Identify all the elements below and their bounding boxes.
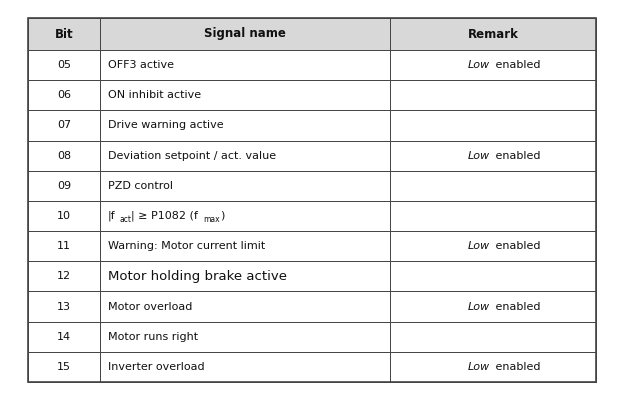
Text: enabled: enabled [492,151,540,161]
Text: Deviation setpoint / act. value: Deviation setpoint / act. value [108,151,276,161]
Bar [100,292,390,322]
Text: PZD control: PZD control [108,181,173,191]
Bar [28,80,100,110]
Bar [28,201,100,231]
Bar [28,231,100,261]
Text: Drive warning active: Drive warning active [108,120,223,130]
Text: 14: 14 [57,332,71,342]
Text: Low: Low [468,302,490,312]
Text: 12: 12 [57,271,71,281]
Bar [28,140,100,171]
Text: 09: 09 [57,181,71,191]
Bar [28,171,100,201]
Text: Remark: Remark [467,28,519,40]
Bar [100,201,390,231]
Text: Motor runs right: Motor runs right [108,332,198,342]
Bar [390,171,596,201]
Bar [390,18,596,50]
Text: 10: 10 [57,211,71,221]
Text: enabled: enabled [492,60,540,70]
Bar [28,352,100,382]
Text: 08: 08 [57,151,71,161]
Bar [28,261,100,292]
Bar [390,231,596,261]
Bar [390,110,596,140]
Text: 06: 06 [57,90,71,100]
Text: Motor overload: Motor overload [108,302,192,312]
Text: Low: Low [468,60,490,70]
Bar [390,292,596,322]
Text: enabled: enabled [492,241,540,251]
Bar [390,201,596,231]
Bar [100,80,390,110]
Bar [100,171,390,201]
Text: 07: 07 [57,120,71,130]
Text: Low: Low [468,362,490,372]
Bar [28,50,100,80]
Bar [100,140,390,171]
Text: |f: |f [108,211,115,221]
Text: 15: 15 [57,362,71,372]
Bar [28,18,100,50]
Text: Inverter overload: Inverter overload [108,362,205,372]
Text: | ≥ P1082 (f: | ≥ P1082 (f [131,211,198,221]
Text: act: act [119,215,131,224]
Text: Bit: Bit [55,28,73,40]
Bar [390,80,596,110]
Text: Low: Low [468,241,490,251]
Bar [390,140,596,171]
Text: max: max [203,215,220,224]
Text: OFF3 active: OFF3 active [108,60,174,70]
Text: enabled: enabled [492,362,540,372]
Bar [390,322,596,352]
Bar [28,322,100,352]
Text: 11: 11 [57,241,71,251]
Text: Signal name: Signal name [204,28,286,40]
Text: 13: 13 [57,302,71,312]
Text: Low: Low [468,151,490,161]
Bar [100,352,390,382]
Bar [100,18,390,50]
Bar [390,261,596,292]
Text: Warning: Motor current limit: Warning: Motor current limit [108,241,265,251]
Text: enabled: enabled [492,302,540,312]
Text: ): ) [220,211,225,221]
Bar [100,50,390,80]
Text: Motor holding brake active: Motor holding brake active [108,270,287,283]
Bar [390,50,596,80]
Bar [100,322,390,352]
Text: ON inhibit active: ON inhibit active [108,90,201,100]
Bar [100,110,390,140]
Bar [28,110,100,140]
Bar [100,261,390,292]
Text: 05: 05 [57,60,71,70]
Bar [100,231,390,261]
Bar [28,292,100,322]
Bar [390,352,596,382]
